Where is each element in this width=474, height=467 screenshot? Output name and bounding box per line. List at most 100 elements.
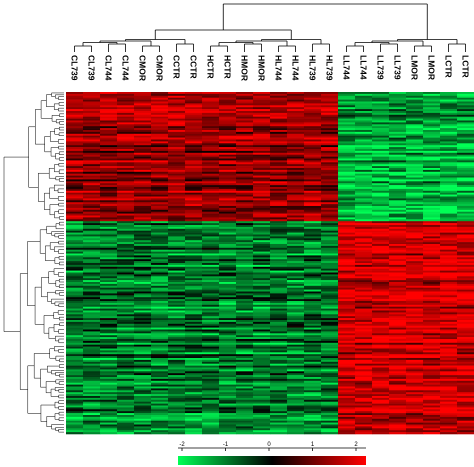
heatmap-cell xyxy=(253,285,271,288)
heatmap-cell xyxy=(66,228,84,231)
heatmap-cell xyxy=(168,278,186,281)
heatmap-cell xyxy=(372,190,390,193)
heatmap-cell xyxy=(457,384,474,387)
heatmap-cell xyxy=(219,200,237,203)
heatmap-cell xyxy=(66,128,84,131)
heatmap-cell xyxy=(151,145,169,148)
heatmap-cell xyxy=(253,131,271,135)
heatmap-cell xyxy=(287,156,305,159)
heatmap-cell xyxy=(372,432,390,435)
heatmap-cell xyxy=(372,198,390,201)
heatmap-cell xyxy=(270,139,288,142)
heatmap-cell xyxy=(117,306,135,309)
heatmap-cell xyxy=(440,314,458,317)
heatmap-cell xyxy=(83,171,101,174)
heatmap-cell xyxy=(321,306,339,309)
heatmap-cell xyxy=(100,169,118,173)
heatmap-cell xyxy=(457,301,474,304)
heatmap-cell xyxy=(270,373,288,376)
heatmap-cell xyxy=(100,122,118,125)
heatmap-cell xyxy=(185,340,203,344)
heatmap-cell xyxy=(338,236,356,239)
heatmap-cell xyxy=(185,287,203,290)
heatmap-cell xyxy=(253,221,271,224)
heatmap-cell xyxy=(100,245,118,249)
heatmap-cell xyxy=(457,145,474,148)
heatmap-cell xyxy=(134,247,152,250)
heatmap-cell xyxy=(406,240,424,243)
heatmap-cell xyxy=(253,183,271,186)
heatmap-cell xyxy=(287,111,305,114)
heatmap-cell xyxy=(134,430,152,433)
heatmap-cell xyxy=(151,301,169,304)
heatmap-cell xyxy=(372,179,390,182)
heatmap-cell xyxy=(134,103,152,106)
heatmap-cell xyxy=(389,190,407,193)
heatmap-cell xyxy=(406,424,424,427)
heatmap-cell xyxy=(236,337,254,340)
column-label: HCTR xyxy=(223,55,233,79)
heatmap-cell xyxy=(253,232,271,235)
heatmap-cell xyxy=(406,223,424,226)
heatmap-cell xyxy=(185,225,203,228)
heatmap-cell xyxy=(338,168,356,171)
heatmap-cell xyxy=(185,156,203,159)
heatmap-cell xyxy=(236,141,254,144)
heatmap-cell xyxy=(100,432,118,435)
heatmap-cell xyxy=(117,223,135,226)
heatmap-cell xyxy=(389,394,407,397)
heatmap-cell xyxy=(168,238,186,241)
heatmap-cell xyxy=(134,285,152,288)
heatmap-cell xyxy=(423,403,441,406)
heatmap-cell xyxy=(83,301,101,304)
heatmap-cell xyxy=(440,335,458,338)
heatmap-cell xyxy=(304,194,322,197)
heatmap-cell xyxy=(134,145,152,148)
heatmap-cell xyxy=(321,358,339,361)
heatmap-cell xyxy=(219,325,237,328)
heatmap-cell xyxy=(355,105,373,108)
heatmap-cell xyxy=(372,126,390,129)
heatmap-cell xyxy=(304,359,322,363)
heatmap-cell xyxy=(168,228,186,231)
heatmap-cell xyxy=(406,378,424,382)
heatmap-cell xyxy=(236,126,254,129)
heatmap-cell xyxy=(236,183,254,186)
heatmap-cell xyxy=(321,257,339,260)
heatmap-cell xyxy=(304,240,322,243)
heatmap-cell xyxy=(66,149,84,152)
heatmap-cell xyxy=(389,264,407,268)
heatmap-cell xyxy=(134,135,152,138)
heatmap-cell xyxy=(151,97,169,100)
heatmap-cell xyxy=(440,407,458,410)
heatmap-cell xyxy=(304,188,322,192)
heatmap-cell xyxy=(168,131,186,135)
heatmap-cell xyxy=(372,101,390,104)
heatmap-cell xyxy=(355,407,373,410)
heatmap-cell xyxy=(202,164,220,167)
heatmap-cell xyxy=(457,415,474,418)
heatmap-cell xyxy=(423,112,441,116)
heatmap-cell xyxy=(151,297,169,300)
heatmap-cell xyxy=(372,253,390,256)
heatmap-cell xyxy=(117,356,135,359)
heatmap-cell xyxy=(321,333,339,336)
heatmap-cell xyxy=(253,432,271,435)
heatmap-cell xyxy=(168,202,186,205)
heatmap-cell xyxy=(117,112,135,116)
heatmap-cell xyxy=(440,215,458,218)
heatmap-cell xyxy=(219,373,237,376)
heatmap-cell xyxy=(151,356,169,359)
heatmap-cell xyxy=(219,365,237,368)
heatmap-cell xyxy=(355,415,373,418)
heatmap-cell xyxy=(236,299,254,302)
heatmap-cell xyxy=(151,264,169,268)
heatmap-cell xyxy=(321,118,339,121)
heatmap-cell xyxy=(236,139,254,142)
heatmap-cell xyxy=(83,401,101,404)
heatmap-cell xyxy=(168,160,186,163)
heatmap-cell xyxy=(253,369,271,372)
heatmap-cell xyxy=(100,377,118,380)
heatmap-cell xyxy=(355,411,373,414)
heatmap-cell xyxy=(457,118,474,121)
